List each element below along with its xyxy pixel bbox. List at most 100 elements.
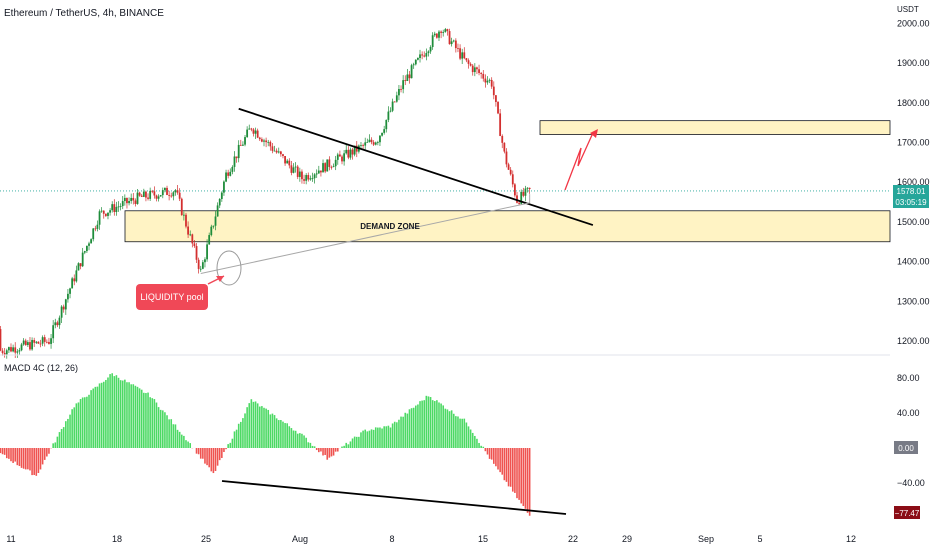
macd-bar-positive	[116, 375, 118, 448]
candle-body	[276, 151, 278, 153]
candle-body	[145, 192, 147, 198]
macd-bar-negative	[33, 448, 35, 475]
candle-body	[518, 203, 520, 204]
macd-bar-positive	[232, 439, 234, 448]
candle-body	[337, 154, 339, 159]
macd-bar-negative	[208, 448, 210, 467]
time-tick-label: 8	[389, 534, 394, 544]
candle-body	[379, 136, 381, 143]
macd-bar-positive	[234, 431, 236, 448]
candle-body	[322, 163, 324, 172]
candle-body	[4, 353, 6, 354]
candle-body	[423, 55, 425, 56]
macd-bar-positive	[88, 395, 90, 448]
price-tick-label: 1900.00	[897, 58, 930, 68]
candle-body	[61, 307, 63, 318]
price-tick-label: 1500.00	[897, 217, 930, 227]
candle-body	[48, 342, 50, 344]
candle-body	[269, 142, 271, 146]
price-tick-label: 2000.00	[897, 18, 930, 28]
macd-bar-positive	[291, 428, 293, 448]
candle-body	[162, 190, 164, 195]
candle-body	[282, 154, 284, 156]
price-tick-label: 1300.00	[897, 296, 930, 306]
macd-bar-negative	[523, 448, 525, 506]
macd-tick-label: −40.00	[897, 478, 925, 488]
candle-body	[301, 172, 303, 180]
candle-body	[88, 243, 90, 245]
candle-body	[434, 34, 436, 36]
macd-bar-negative	[504, 448, 506, 480]
time-tick-label: 18	[112, 534, 122, 544]
macd-bar-positive	[348, 444, 350, 448]
macd-bar-negative	[42, 448, 44, 464]
macd-bar-negative	[495, 448, 497, 466]
macd-bar-positive	[109, 374, 111, 448]
candle-body	[168, 195, 170, 196]
candle-body	[257, 131, 259, 138]
macd-bar-positive	[141, 390, 143, 448]
candle-body	[444, 29, 446, 32]
macd-bar-negative	[223, 448, 225, 452]
candle-body	[248, 129, 250, 130]
chart-title: Ethereum / TetherUS, 4h, BINANCE	[4, 8, 164, 19]
macd-bar-positive	[126, 382, 128, 448]
macd-bar-negative	[46, 448, 48, 456]
macd-bar-positive	[270, 414, 272, 448]
candle-body	[278, 151, 280, 152]
macd-bar-negative	[527, 448, 529, 513]
macd-bar-positive	[390, 427, 392, 448]
candle-body	[153, 191, 155, 195]
macd-bar-negative	[225, 448, 227, 449]
macd-bar-negative	[44, 448, 46, 460]
macd-bar-positive	[438, 402, 440, 448]
macd-bar-negative	[516, 448, 518, 498]
candle-body	[158, 196, 160, 198]
candle-body	[326, 159, 328, 171]
candle-body	[259, 138, 261, 140]
candle-body	[463, 52, 465, 58]
candle-body	[390, 111, 392, 112]
candle-body	[250, 129, 252, 130]
macd-bar-positive	[179, 432, 181, 448]
macd-bar-positive	[280, 420, 282, 448]
macd-bar-positive	[65, 421, 67, 448]
candle-body	[172, 192, 174, 196]
candle-body	[383, 129, 385, 133]
candle-body	[103, 211, 105, 214]
macd-current-value: −77.47	[895, 509, 920, 518]
liquidity-label: LIQUIDITY pool	[140, 292, 203, 302]
candle-body	[428, 51, 430, 53]
price-axis[interactable]: 1200.001300.001400.001500.001600.001700.…	[897, 18, 930, 346]
candle-body	[194, 243, 196, 246]
candle-body	[303, 179, 305, 181]
macd-bar-positive	[415, 406, 417, 448]
price-badge-value: 1578.01	[897, 187, 926, 196]
macd-bar-positive	[297, 434, 299, 448]
candle-body	[132, 198, 134, 201]
candle-body	[529, 188, 531, 189]
macd-bar-positive	[84, 397, 86, 448]
candle-body	[466, 58, 468, 60]
candle-body	[400, 89, 402, 90]
candle-body	[219, 199, 221, 205]
candle-body	[478, 69, 480, 73]
macd-bar-positive	[173, 424, 175, 448]
candle-body	[31, 340, 33, 349]
candle-body	[122, 201, 124, 206]
macd-bar-positive	[185, 440, 187, 448]
macd-bar-positive	[99, 383, 101, 448]
candle-body	[417, 58, 419, 60]
candle-body	[316, 173, 318, 174]
macd-bar-positive	[244, 413, 246, 448]
candle-body	[109, 210, 111, 212]
candle-body	[497, 102, 499, 113]
macd-bar-positive	[103, 382, 105, 448]
macd-bar-positive	[398, 420, 400, 448]
candle-body	[373, 142, 375, 144]
candle-body	[398, 89, 400, 95]
candle-body	[202, 262, 204, 269]
macd-bar-negative	[6, 448, 8, 458]
